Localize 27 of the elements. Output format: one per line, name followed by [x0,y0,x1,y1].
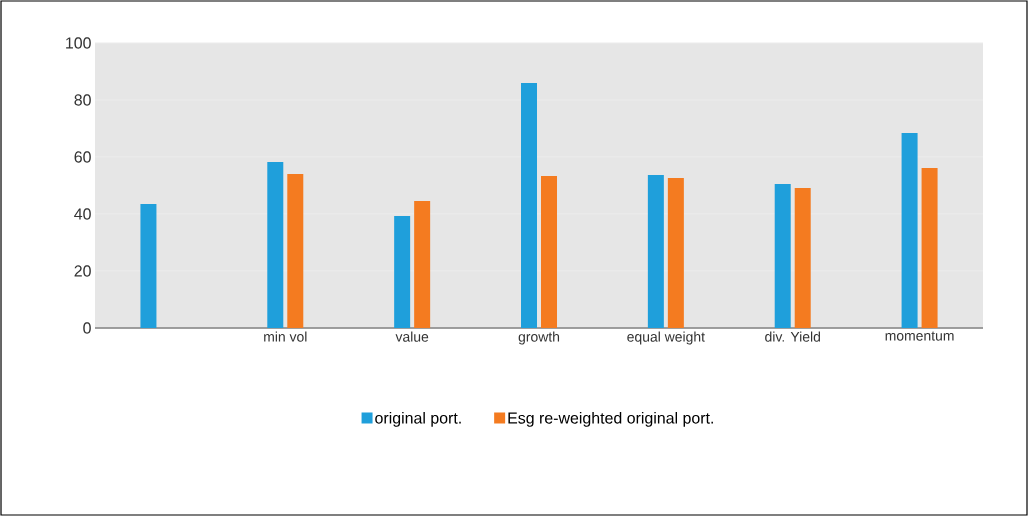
bar [667,178,684,328]
bar [921,168,938,328]
y-tick-label: 0 [83,322,91,334]
x-tick-label: min vol [264,331,307,342]
x-tick-label: growth [518,331,560,345]
bar [521,82,537,328]
x-tick-label: equal weight [627,331,705,345]
bar [394,215,411,328]
bar [414,200,431,328]
bar [901,133,918,328]
bar [140,204,157,328]
bar [541,176,557,328]
bar [647,174,664,328]
legend-label: original port. [375,411,461,427]
y-tick-label: 100 [66,37,91,49]
x-tick-label: momentum [885,331,954,341]
legend-label: Esg re-weighted original port. [508,411,713,427]
bar [267,162,284,328]
x-tick-label: div. Yield [765,331,820,342]
bar [287,174,304,328]
y-tick-label: 20 [74,265,91,277]
y-tick-label: 80 [74,94,91,106]
y-tick-label: 40 [74,208,91,220]
y-tick-label: 60 [74,151,91,163]
bar [794,188,811,328]
x-tick-label: value [395,331,429,342]
bar [774,184,791,328]
